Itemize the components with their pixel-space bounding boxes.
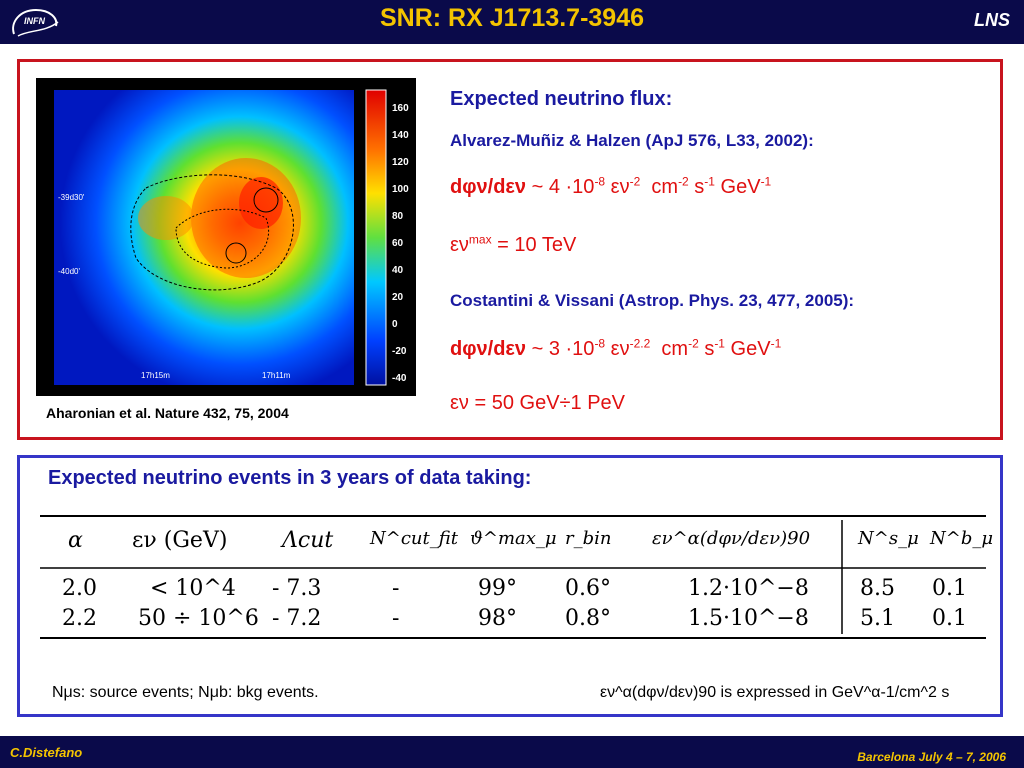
colorbar-tick: -20	[392, 346, 407, 357]
header-bar: INFN SNR: RX J1713.7-3946 LNS	[0, 0, 1024, 44]
colorbar-tick: 60	[392, 238, 404, 249]
colorbar	[365, 89, 387, 386]
colorbar-tick: 140	[392, 130, 409, 141]
dec-label: -40d0'	[58, 267, 80, 276]
ra-label: 17h11m	[262, 371, 291, 380]
colorbar-tick: 20	[392, 292, 404, 303]
colorbar-tick: 160	[392, 103, 409, 114]
colorbar-tick: 100	[392, 184, 409, 195]
event-label: Barcelona July 4 – 7, 2006	[857, 750, 1006, 764]
page-title: SNR: RX J1713.7-3946	[379, 4, 645, 32]
table-header-nfit: N^cut_fit	[370, 528, 458, 549]
colorbar-tick: 80	[392, 211, 404, 222]
table-header-alpha: α	[68, 528, 83, 553]
table-header-ns: N^s_μ	[858, 528, 919, 549]
sky-map-svg: 160 140 120 100 80 60 40 20 0 -20 -40 -3…	[54, 89, 409, 386]
colorbar-tick: 40	[392, 265, 404, 276]
events-heading: Expected neutrino events in 3 years of d…	[48, 467, 532, 489]
author-label: C.Distefano	[10, 745, 83, 760]
table-cell: 0.6°	[565, 576, 611, 601]
figure-caption: Aharonian et al. Nature 432, 75, 2004	[46, 405, 289, 421]
colorbar-tick: -40	[392, 373, 407, 384]
table-cell: 0.8°	[565, 606, 611, 631]
lns-label: LNS	[974, 10, 1010, 30]
note-left: Nμs: source events; Nμb: bkg events.	[52, 684, 319, 701]
logo-text: INFN	[24, 16, 45, 26]
flux-formula-2: dφν/dεν ~ 3 ·10-8 εν-2.2 cm-2 s-1 GeV-1	[450, 336, 782, 360]
table-cell: 98°	[478, 606, 517, 631]
table-header-theta: ϑ^max_μ	[470, 528, 557, 549]
table-header-flux: εν^α(dφν/dεν)90	[652, 528, 811, 549]
table-header-energy: εν (GeV)	[132, 528, 228, 553]
reference-1: Alvarez-Muñiz & Halzen (ApJ 576, L33, 20…	[450, 131, 814, 150]
table-header-lambda: Λcut	[282, 528, 334, 553]
ra-label: 17h15m	[141, 371, 170, 380]
table-cell: < 10^4	[150, 576, 236, 601]
table-rules	[40, 515, 986, 639]
note-right: εν^α(dφν/dεν)90 is expressed in GeV^α-1/…	[600, 684, 950, 701]
colorbar-tick: 0	[392, 319, 398, 330]
reference-2: Costantini & Vissani (Astrop. Phys. 23, …	[450, 291, 855, 310]
events-panel	[17, 455, 1003, 717]
emax-line: ενmax = 10 TeV	[450, 232, 577, 256]
dec-label: -39d30'	[58, 193, 85, 202]
energy-range-line: εν = 50 GeV÷1 PeV	[450, 392, 626, 414]
table-cell: 1.5·10^−8	[688, 606, 809, 631]
table-cell: 5.1	[860, 606, 895, 631]
table-cell: - 7.3	[272, 576, 322, 601]
table-header-rbin: r_bin	[565, 528, 612, 549]
table-cell: - 7.2	[272, 606, 322, 631]
flux-heading: Expected neutrino flux:	[450, 88, 673, 110]
table-cell: 0.1	[932, 576, 967, 601]
flux-panel	[17, 59, 1003, 440]
table-cell: 0.1	[932, 606, 967, 631]
table-cell: -	[392, 576, 400, 601]
table-cell: -	[392, 606, 400, 631]
footer-bar: C.Distefano Barcelona July 4 – 7, 2006	[0, 736, 1024, 768]
table-cell: 99°	[478, 576, 517, 601]
flux-formula-1: dφν/dεν ~ 4 ·10-8 εν-2 cm-2 s-1 GeV-1	[450, 174, 772, 198]
sky-map-figure: 160 140 120 100 80 60 40 20 0 -20 -40 -3…	[36, 78, 416, 396]
table-cell: 8.5	[860, 576, 895, 601]
table-cell: 1.2·10^−8	[688, 576, 809, 601]
table-cell: 50 ÷ 10^6	[138, 606, 259, 631]
table-header-nb: N^b_μ	[930, 528, 994, 549]
infn-logo: INFN	[12, 8, 59, 37]
table-cell: 2.0	[62, 576, 97, 601]
colorbar-tick: 120	[392, 157, 409, 168]
table-cell: 2.2	[62, 606, 97, 631]
events-table: α εν (GeV) Λcut N^cut_fit ϑ^max_μ r_bin …	[40, 510, 993, 640]
